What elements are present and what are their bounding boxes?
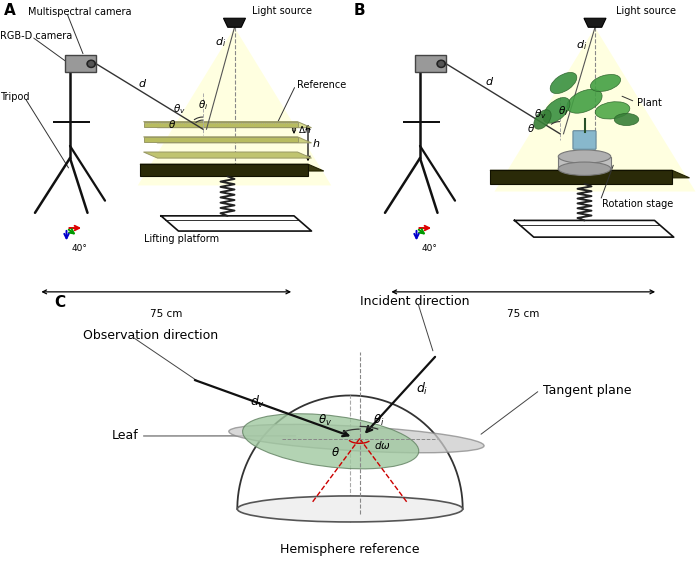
Ellipse shape	[543, 97, 570, 123]
Polygon shape	[223, 18, 246, 27]
Text: $d\omega$: $d\omega$	[374, 439, 391, 451]
Text: $\theta_v$: $\theta_v$	[173, 102, 186, 117]
Circle shape	[87, 60, 95, 68]
Text: Hemisphere reference: Hemisphere reference	[280, 543, 420, 556]
Polygon shape	[140, 164, 308, 176]
FancyBboxPatch shape	[414, 55, 447, 73]
Text: Multispectral camera: Multispectral camera	[28, 7, 132, 17]
Text: Tripod: Tripod	[0, 92, 29, 102]
Ellipse shape	[559, 150, 610, 163]
Text: $d$: $d$	[139, 77, 148, 88]
Text: $d$: $d$	[484, 75, 494, 87]
Text: A: A	[4, 3, 15, 18]
Ellipse shape	[237, 496, 463, 522]
Text: $d_v$: $d_v$	[250, 394, 265, 409]
Ellipse shape	[534, 110, 551, 129]
Text: C: C	[54, 296, 65, 310]
Text: 40°: 40°	[71, 244, 88, 253]
Text: $\theta_v$: $\theta_v$	[533, 107, 547, 121]
Text: Observation direction: Observation direction	[83, 329, 218, 342]
Polygon shape	[144, 137, 312, 143]
Text: Plant: Plant	[637, 99, 662, 108]
Ellipse shape	[550, 73, 577, 93]
Text: 75 cm: 75 cm	[507, 309, 540, 319]
Circle shape	[89, 62, 94, 66]
Text: $\theta$: $\theta$	[330, 446, 340, 459]
Text: $\theta$: $\theta$	[168, 118, 176, 129]
Polygon shape	[138, 28, 331, 185]
Ellipse shape	[567, 90, 602, 113]
Text: RGB-D camera: RGB-D camera	[0, 32, 72, 42]
Polygon shape	[144, 122, 298, 127]
Text: 75 cm: 75 cm	[150, 309, 183, 319]
Ellipse shape	[243, 414, 419, 469]
Polygon shape	[144, 137, 298, 142]
Text: $\theta_i$: $\theta_i$	[559, 104, 568, 118]
Ellipse shape	[615, 113, 638, 126]
Polygon shape	[490, 170, 672, 184]
Text: Lifting platform: Lifting platform	[144, 234, 220, 244]
Text: Tangent plane: Tangent plane	[543, 383, 631, 396]
Text: Light source: Light source	[616, 6, 676, 16]
Text: $d_i$: $d_i$	[416, 381, 428, 397]
Circle shape	[439, 62, 444, 66]
Text: $d_i$: $d_i$	[216, 35, 226, 50]
Text: $\theta_i$: $\theta_i$	[197, 98, 208, 111]
Text: $\theta$: $\theta$	[526, 122, 535, 134]
Circle shape	[437, 60, 445, 68]
Text: Leaf: Leaf	[112, 430, 139, 443]
Polygon shape	[584, 18, 606, 27]
Text: $h$: $h$	[312, 137, 321, 149]
Text: $d_i$: $d_i$	[575, 39, 587, 52]
Polygon shape	[490, 170, 690, 178]
Text: Incident direction: Incident direction	[360, 296, 469, 309]
FancyBboxPatch shape	[64, 55, 97, 73]
Polygon shape	[144, 122, 312, 128]
FancyBboxPatch shape	[559, 157, 610, 169]
FancyBboxPatch shape	[573, 131, 596, 149]
Text: $\theta_i$: $\theta_i$	[372, 413, 384, 428]
Text: Light source: Light source	[252, 6, 312, 16]
Ellipse shape	[590, 74, 621, 92]
Polygon shape	[144, 152, 312, 158]
Polygon shape	[140, 164, 323, 171]
Text: Rotation stage: Rotation stage	[602, 199, 673, 209]
Text: $\theta_v$: $\theta_v$	[318, 413, 332, 428]
Ellipse shape	[595, 102, 630, 119]
Polygon shape	[494, 28, 696, 191]
Ellipse shape	[229, 425, 484, 453]
Text: B: B	[354, 3, 365, 18]
Text: Reference: Reference	[298, 80, 346, 90]
Ellipse shape	[559, 162, 610, 176]
Text: 40°: 40°	[421, 244, 438, 253]
Text: $\Delta h$: $\Delta h$	[298, 124, 311, 135]
